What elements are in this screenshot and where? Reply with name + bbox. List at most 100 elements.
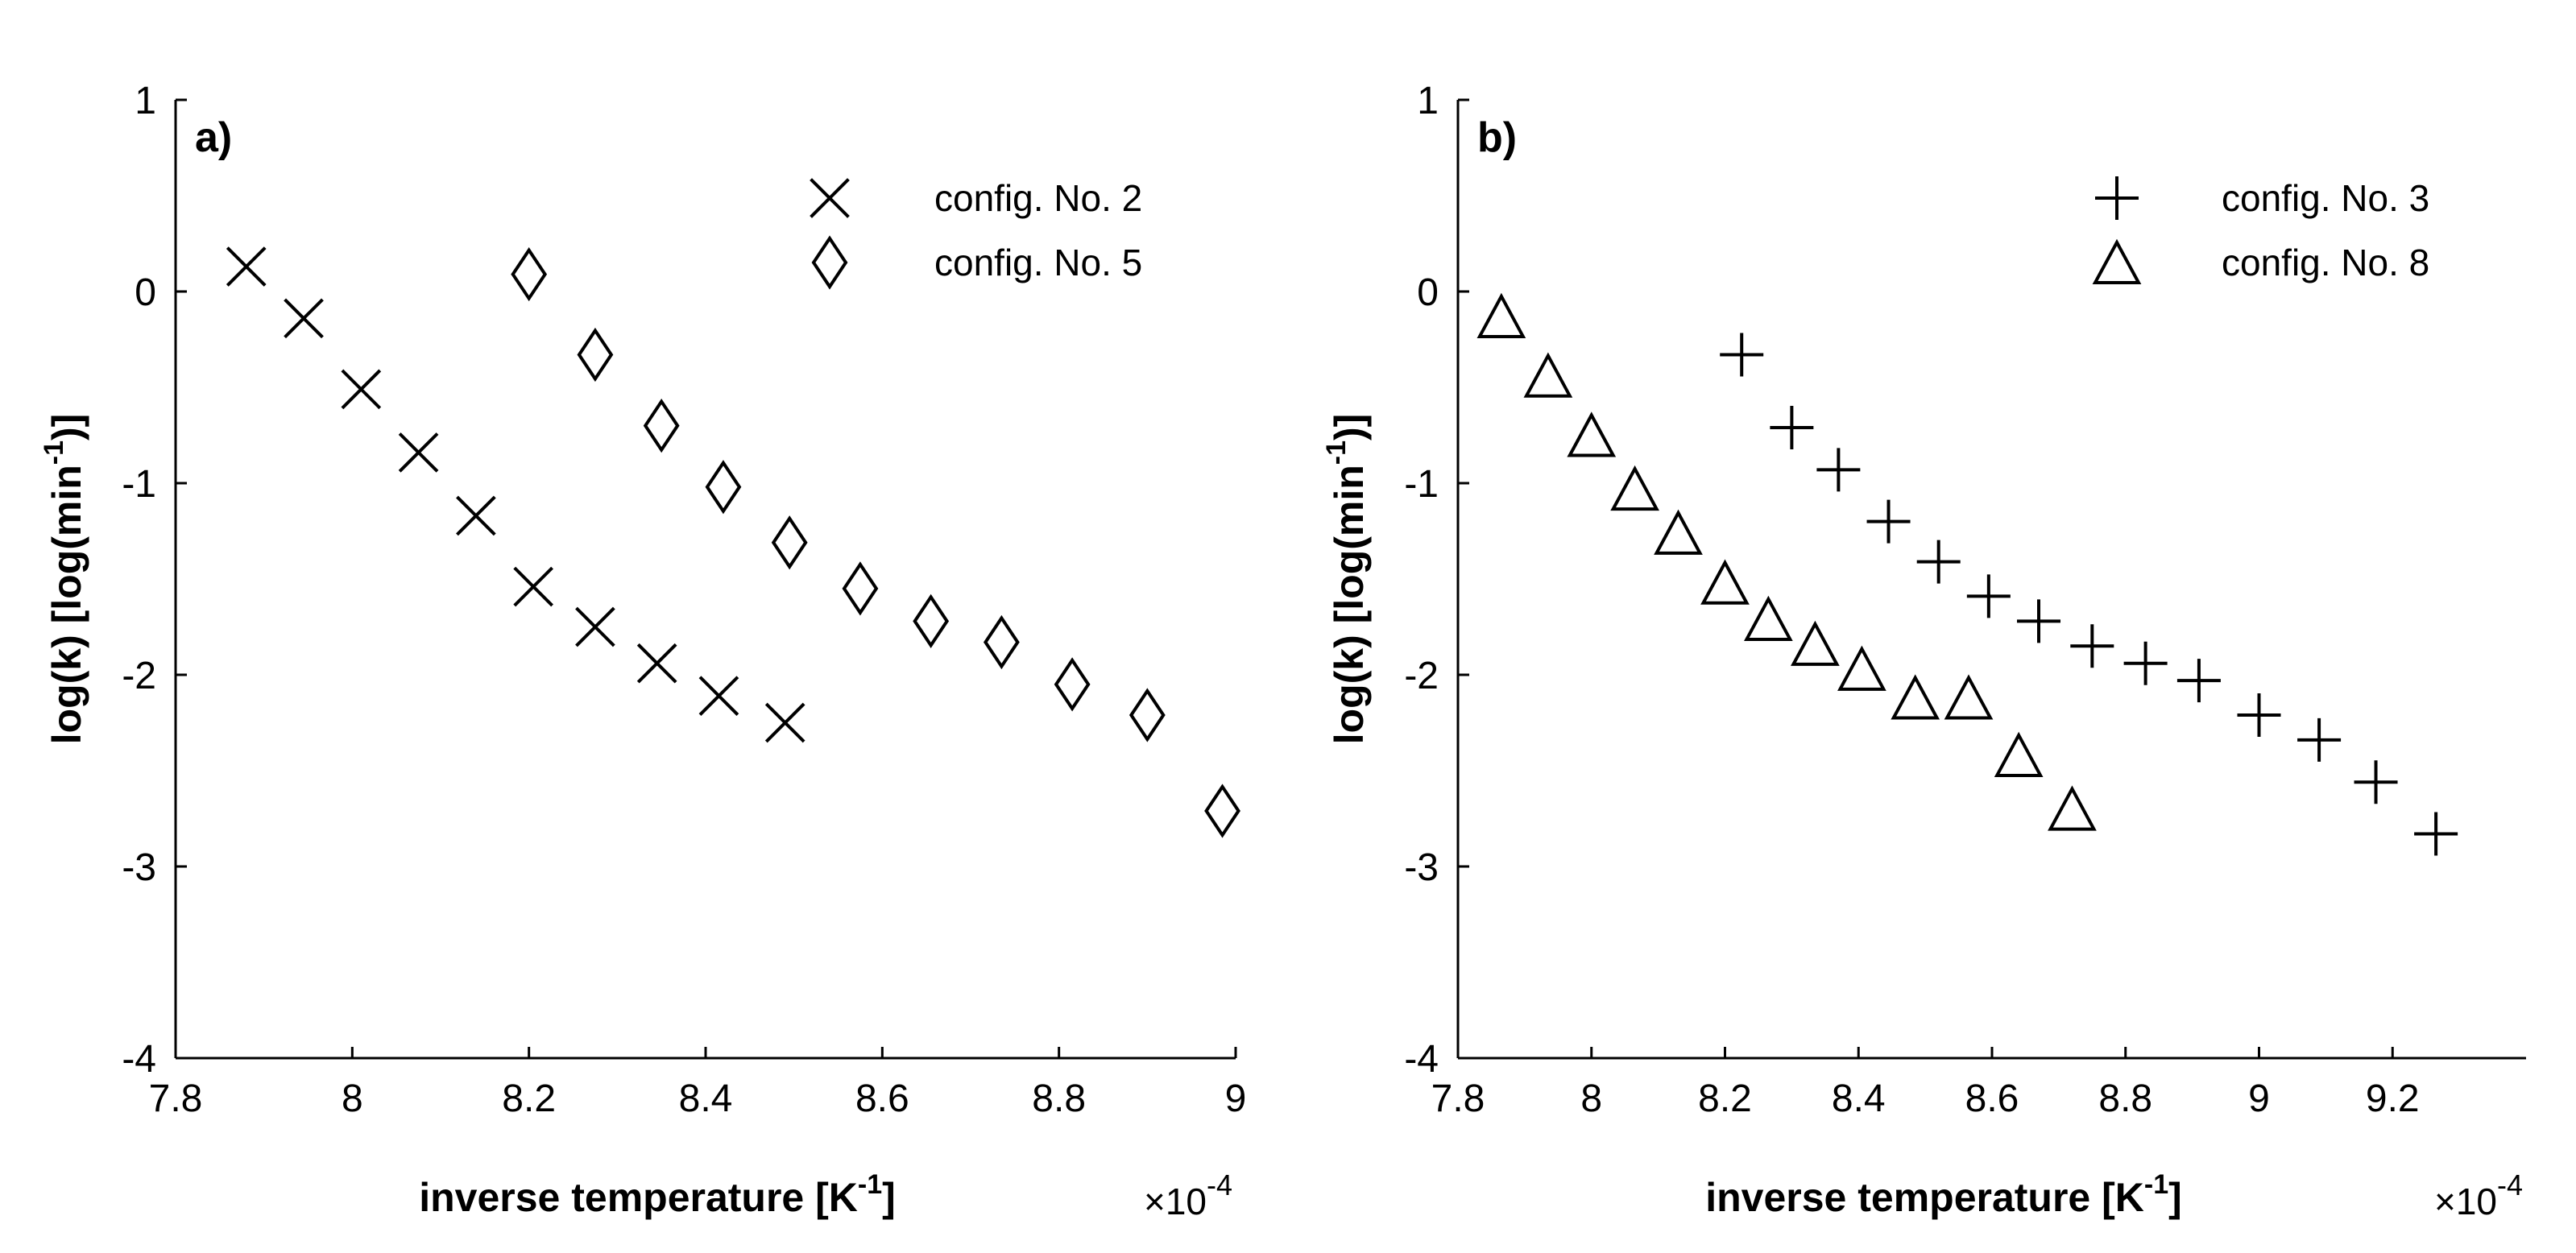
series-diamond <box>511 246 1240 838</box>
chart-panel-b: 7.8 8 8.2 8.4 8.6 8.8 9 9.2 1 0 -1 -2 -3 -4 b) inverse … <box>1321 80 2526 1222</box>
x-tick-label: 8.6 <box>1965 1077 2019 1120</box>
legend-marker-triangle <box>2092 238 2142 284</box>
legend-marker-plus <box>2095 176 2139 220</box>
series-plus <box>1720 333 2458 856</box>
data-point-triangle <box>1791 620 1840 666</box>
data-point-x <box>284 298 324 339</box>
data-point-x <box>764 702 806 743</box>
y-tick-label: 0 <box>135 271 156 314</box>
x-axis-label: inverse temperature [K-1] <box>1705 1169 2182 1220</box>
x-axis-multiplier-exp: -4 <box>2497 1168 2523 1201</box>
data-point-plus <box>2354 760 2398 804</box>
data-point-x <box>636 643 677 684</box>
data-point-triangle <box>1837 645 1886 691</box>
x-axis-multiplier-base: ×10 <box>2434 1181 2497 1222</box>
x-tick-label: 9 <box>2248 1077 2270 1120</box>
x-axis-label-sup: -1 <box>2144 1169 2168 1200</box>
data-point-diamond <box>1129 688 1166 742</box>
x-axis-label-text: inverse temperature [K <box>419 1175 858 1220</box>
data-point-plus <box>1720 333 1764 377</box>
legend-marker-diamond <box>811 235 848 290</box>
x-axis-label-end: ] <box>882 1175 896 1220</box>
y-tick-label: -2 <box>122 655 156 697</box>
x-axis-multiplier: ×10-4 <box>2434 1168 2523 1222</box>
y-tick-label: 1 <box>135 80 156 122</box>
x-tick-label: 8.4 <box>679 1077 733 1120</box>
y-axis-label-end: )] <box>44 414 89 440</box>
data-point-diamond <box>705 460 742 515</box>
data-point-plus <box>2123 641 2168 685</box>
data-point-x <box>226 246 267 287</box>
data-point-plus <box>2017 599 2061 643</box>
legend-label: config. No. 8 <box>2222 242 2429 283</box>
data-point-plus <box>1816 448 1861 492</box>
data-point-diamond <box>842 561 879 616</box>
x-axis-multiplier-exp: -4 <box>1207 1168 1232 1201</box>
y-axis-label-end: )] <box>1327 414 1372 440</box>
panel-label: a) <box>195 114 232 161</box>
y-tick-label: 0 <box>1417 271 1439 314</box>
data-point-plus <box>2070 624 2114 668</box>
data-point-triangle <box>1891 674 1940 720</box>
y-tick-label: -2 <box>1404 655 1439 697</box>
x-tick-label: 8.8 <box>2098 1077 2152 1120</box>
data-point-plus <box>2297 717 2342 762</box>
data-point-triangle <box>1567 411 1617 457</box>
data-point-x <box>575 606 615 647</box>
data-point-x <box>513 566 553 607</box>
data-point-triangle <box>1654 509 1703 555</box>
x-tick-label: 8.2 <box>1698 1077 1752 1120</box>
y-tick-label: -3 <box>122 846 156 889</box>
data-point-diamond <box>1204 784 1240 838</box>
y-axis-label-text: log(k) [log(min <box>1327 465 1372 744</box>
x-axis-label: inverse temperature [K-1] <box>419 1169 896 1220</box>
y-tick-label: -1 <box>1404 463 1439 506</box>
x-tick-label: 8 <box>342 1077 363 1120</box>
x-tick-label: 9 <box>1225 1077 1247 1120</box>
x-tick-label: 8.2 <box>502 1077 556 1120</box>
y-axis-label: log(k) [log(min-1)] <box>39 414 89 745</box>
y-axis-label-text: log(k) [log(min <box>44 465 89 744</box>
data-point-x <box>456 495 496 536</box>
data-point-x <box>398 432 439 473</box>
y-tick-label: -3 <box>1404 846 1439 889</box>
x-axis-multiplier-base: ×10 <box>1144 1181 1207 1222</box>
data-point-triangle <box>1476 292 1526 338</box>
y-axis-label-sup: -1 <box>1321 440 1352 465</box>
data-point-triangle <box>2048 785 2097 831</box>
legend: config. No. 3 config. No. 8 <box>2092 176 2429 284</box>
data-point-triangle <box>1994 731 2044 777</box>
y-axis-label: log(k) [log(min-1)] <box>1321 414 1372 745</box>
x-tick-label: 8.4 <box>1832 1077 1886 1120</box>
x-axis-label-end: ] <box>2168 1175 2182 1220</box>
chart-panel-a: 7.8 8 8.2 8.4 8.6 8.8 9 1 0 -1 -2 -3 -4 a) inverse tem… <box>39 80 1246 1222</box>
data-point-triangle <box>1700 559 1750 605</box>
x-axis-label-sup: -1 <box>858 1169 882 1200</box>
legend-marker-x <box>810 178 850 218</box>
data-point-triangle <box>1610 465 1659 511</box>
y-tick-label: -4 <box>1404 1038 1439 1081</box>
data-point-diamond <box>771 515 808 570</box>
data-point-plus <box>2414 812 2458 856</box>
data-point-triangle <box>1744 595 1793 641</box>
y-tick-label: -1 <box>122 463 156 506</box>
data-point-diamond <box>1054 657 1091 712</box>
data-point-diamond <box>577 327 614 383</box>
data-point-x <box>341 369 382 410</box>
x-tick-label: 7.8 <box>149 1077 203 1120</box>
x-tick-label: 8.8 <box>1032 1077 1086 1120</box>
y-tick-label: -4 <box>122 1038 156 1081</box>
x-axis-multiplier: ×10-4 <box>1144 1168 1232 1222</box>
data-point-plus <box>2176 659 2221 703</box>
series-x <box>226 246 806 743</box>
data-point-x <box>698 676 739 717</box>
y-tick-label: 1 <box>1417 80 1439 122</box>
data-point-plus <box>1916 540 1961 584</box>
legend-label: config. No. 3 <box>2222 177 2429 219</box>
series-triangle <box>1476 292 2097 831</box>
x-tick-label: 8 <box>1580 1077 1602 1120</box>
x-tick-label: 8.6 <box>855 1077 909 1120</box>
data-point-triangle <box>1944 674 1994 720</box>
data-point-plus <box>1866 499 1911 544</box>
